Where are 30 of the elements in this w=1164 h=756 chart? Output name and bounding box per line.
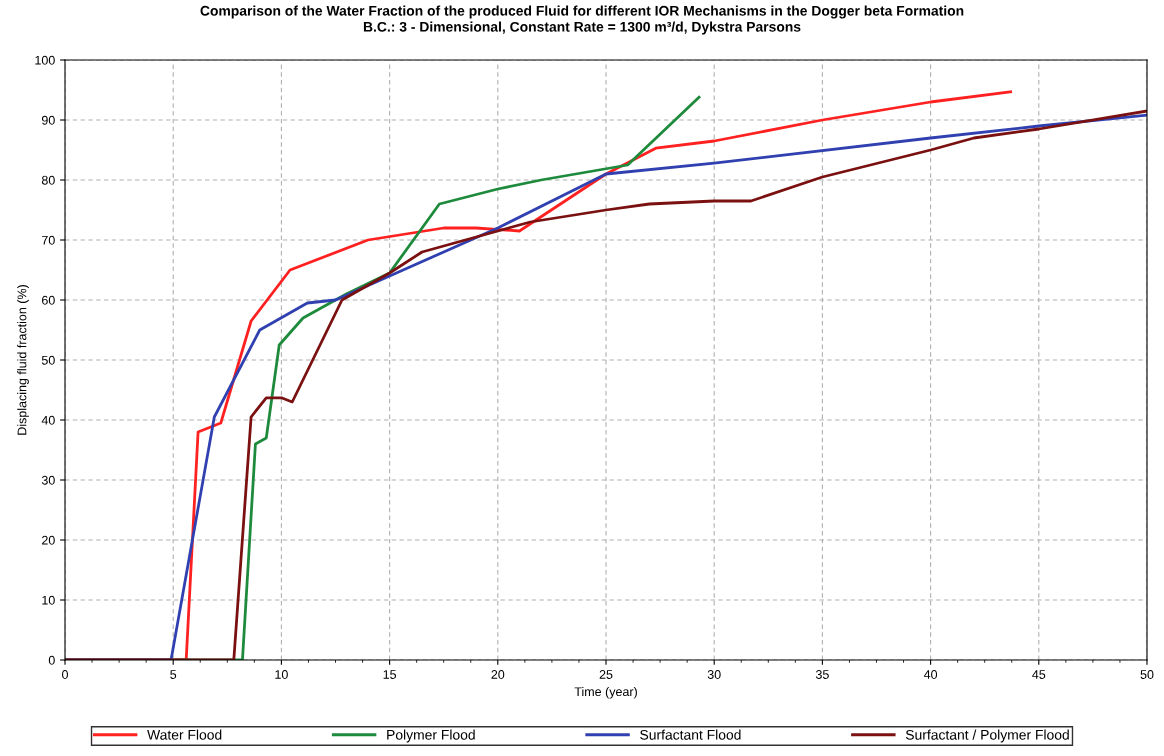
y-tick-label: 90 — [41, 115, 55, 125]
x-tick-label: 5 — [170, 670, 177, 679]
x-tick-label: 15 — [383, 670, 397, 679]
legend-label: Polymer Flood — [387, 729, 475, 743]
x-tick-label: 35 — [815, 670, 829, 679]
y-tick-label: 80 — [41, 175, 55, 185]
y-tick-label: 60 — [42, 295, 55, 305]
y-tick-label: 10 — [42, 595, 55, 605]
x-tick-label: 40 — [923, 670, 938, 679]
x-tick-label: 20 — [491, 670, 505, 679]
y-tick-label: 50 — [41, 355, 55, 365]
y-tick-label: 70 — [42, 235, 55, 245]
legend-label: Surfactant Flood — [640, 729, 741, 740]
y-axis-title: Displacing fluid fraction (%) — [17, 285, 29, 435]
x-tick-label: 30 — [707, 670, 721, 679]
x-tick-label: 50 — [1140, 670, 1154, 679]
y-tick-label: 40 — [41, 415, 55, 425]
x-tick-label: 10 — [275, 670, 288, 679]
y-tick-label: 100 — [35, 55, 55, 65]
y-tick-label: 20 — [42, 535, 55, 545]
x-axis-title: Time (year) — [574, 686, 637, 699]
chart-title: Comparison of the Water Fraction of the produced Fluid for different IOR Mechanisms in the Dogger beta Formation — [200, 5, 964, 19]
y-tick-label: 0 — [48, 655, 55, 665]
x-tick-label: 0 — [62, 670, 68, 679]
y-tick-label: 30 — [41, 475, 55, 485]
legend-label: Surfactant / Polymer Flood — [905, 729, 1069, 743]
legend-label: Water Flood — [147, 729, 222, 740]
x-tick-label: 45 — [1032, 670, 1046, 679]
chart-subtitle: B.C.: 3 - Dimensional, Constant Rate = 1300 m³/d, Dykstra Parsons — [363, 21, 801, 35]
x-tick-label: 25 — [599, 670, 613, 679]
